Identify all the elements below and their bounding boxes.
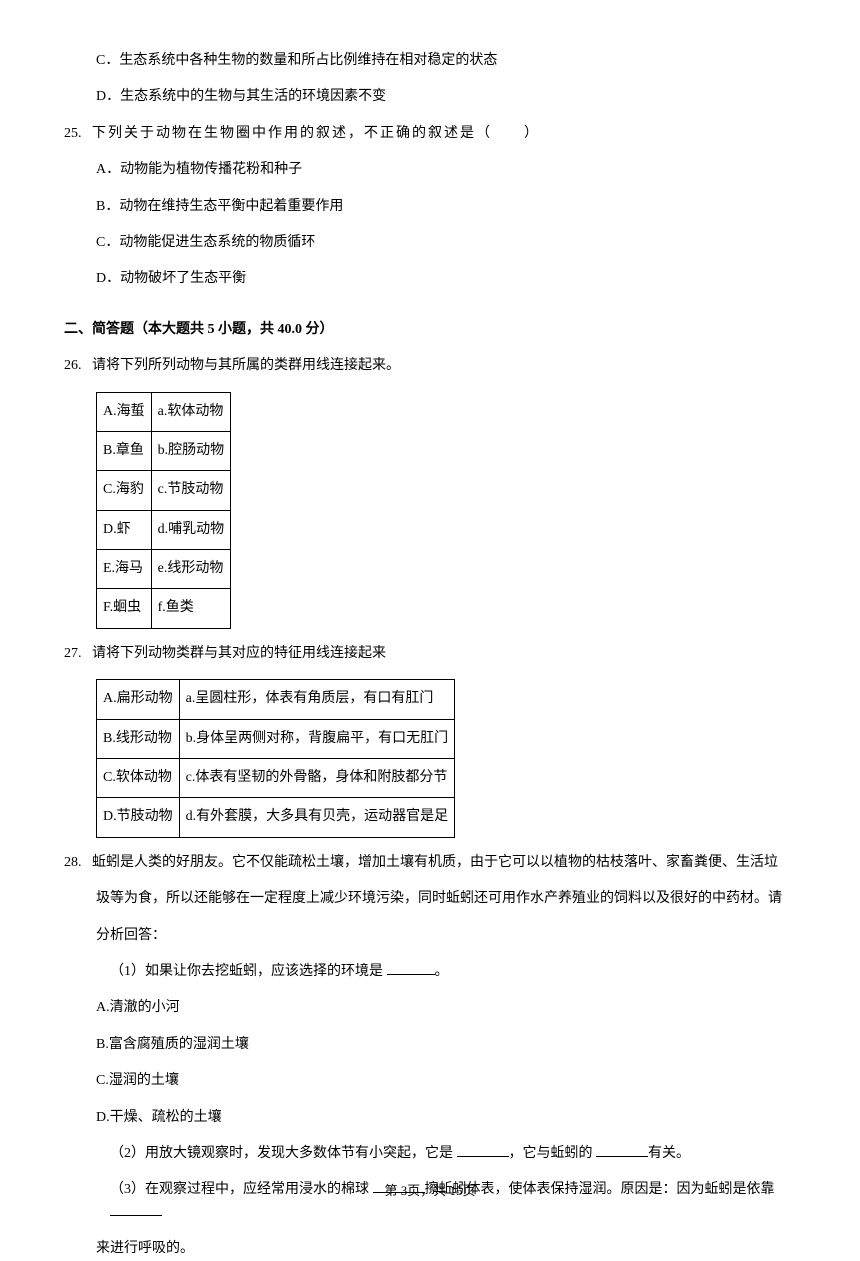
q28-stem-line2: 圾等为食，所以还能够在一定程度上减少环境污染，同时蚯蚓还可用作水产养殖业的饲料以… xyxy=(96,888,820,910)
table-cell: D.虾 xyxy=(97,510,152,549)
table-cell: b.腔肠动物 xyxy=(151,431,231,470)
q28-sub1-prefix: （1）如果让你去挖蚯蚓，应该选择的环境是 xyxy=(110,964,387,979)
q28-sub2-a: （2）用放大镜观察时，发现大多数体节有小突起，它是 xyxy=(110,1146,457,1161)
table-row: D.节肢动物d.有外套膜，大多具有贝壳，运动器官是足 xyxy=(97,798,455,837)
option-letter: D． xyxy=(96,271,120,286)
q28-sub2-b: ，它与蚯蚓的 xyxy=(509,1146,597,1161)
table-cell: C.海豹 xyxy=(97,471,152,510)
option-text: 动物在维持生态平衡中起着重要作用 xyxy=(119,199,343,214)
table-cell: B.线形动物 xyxy=(97,719,180,758)
q27-table: A.扁形动物a.呈圆柱形，体表有角质层，有口有肛门 B.线形动物b.身体呈两侧对… xyxy=(96,679,455,838)
q26-stem: 26.请将下列所列动物与其所属的类群用线连接起来。 xyxy=(64,355,820,377)
table-row: F.蛔虫f.鱼类 xyxy=(97,589,231,628)
q28-sub1-option-b: B.富含腐殖质的湿润土壤 xyxy=(96,1034,820,1056)
table-cell: d.有外套膜，大多具有贝壳，运动器官是足 xyxy=(179,798,455,837)
q24-option-c: C．生态系统中各种生物的数量和所占比例维持在相对稳定的状态 xyxy=(96,50,820,72)
q25-option-b: B．动物在维持生态平衡中起着重要作用 xyxy=(96,196,820,218)
q26-table: A.海蜇a.软体动物 B.章鱼b.腔肠动物 C.海豹c.节肢动物 D.虾d.哺乳… xyxy=(96,392,231,629)
q28-stem-line1: 28.蚯蚓是人类的好朋友。它不仅能疏松土壤，增加土壤有机质，由于它可以以植物的枯… xyxy=(64,852,820,874)
option-text: 生态系统中各种生物的数量和所占比例维持在相对稳定的状态 xyxy=(119,53,497,68)
table-row: B.线形动物b.身体呈两侧对称，背腹扁平，有口无肛门 xyxy=(97,719,455,758)
page-footer: 第 3页，共 15页 xyxy=(0,1181,860,1202)
table-cell: b.身体呈两侧对称，背腹扁平，有口无肛门 xyxy=(179,719,455,758)
q28-stem-text-1: 蚯蚓是人类的好朋友。它不仅能疏松土壤，增加土壤有机质，由于它可以以植物的枯枝落叶… xyxy=(92,855,778,870)
table-cell: E.海马 xyxy=(97,550,152,589)
table-cell: D.节肢动物 xyxy=(97,798,180,837)
q24-option-d: D．生态系统中的生物与其生活的环境因素不变 xyxy=(96,86,820,108)
table-cell: f.鱼类 xyxy=(151,589,231,628)
table-row: C.软体动物c.体表有坚韧的外骨骼，身体和附肢都分节 xyxy=(97,759,455,798)
table-row: D.虾d.哺乳动物 xyxy=(97,510,231,549)
table-cell: A.海蜇 xyxy=(97,392,152,431)
q28-sub2: （2）用放大镜观察时，发现大多数体节有小突起，它是 ，它与蚯蚓的 有关。 xyxy=(110,1143,820,1165)
question-stem-text: 请将下列动物类群与其对应的特征用线连接起来 xyxy=(92,646,386,661)
table-cell: F.蛔虫 xyxy=(97,589,152,628)
q24-options-continued: C．生态系统中各种生物的数量和所占比例维持在相对稳定的状态 D．生态系统中的生物… xyxy=(96,50,820,109)
question-number: 27. xyxy=(64,643,92,665)
table-cell: A.扁形动物 xyxy=(97,680,180,719)
section-2-header: 二、简答题（本大题共 5 小题，共 40.0 分） xyxy=(64,319,820,341)
q28-sub2-c: 有关。 xyxy=(648,1146,690,1161)
fill-blank[interactable] xyxy=(387,961,435,975)
option-letter: C． xyxy=(96,235,119,250)
fill-blank[interactable] xyxy=(110,1202,162,1216)
table-cell: e.线形动物 xyxy=(151,550,231,589)
fill-blank[interactable] xyxy=(596,1143,648,1157)
table-row: B.章鱼b.腔肠动物 xyxy=(97,431,231,470)
q25-options: A．动物能为植物传播花粉和种子 B．动物在维持生态平衡中起着重要作用 C．动物能… xyxy=(96,159,820,291)
question-stem-text: 下列关于动物在生物圈中作用的叙述，不正确的叙述是（ ） xyxy=(92,126,540,141)
question-number: 28. xyxy=(64,852,92,874)
question-number: 25. xyxy=(64,123,92,145)
option-text: 生态系统中的生物与其生活的环境因素不变 xyxy=(120,89,386,104)
q28-body: 圾等为食，所以还能够在一定程度上减少环境污染，同时蚯蚓还可用作水产养殖业的饲料以… xyxy=(96,888,820,1260)
q28-sub1: （1）如果让你去挖蚯蚓，应该选择的环境是 。 xyxy=(110,961,820,983)
q27-stem: 27.请将下列动物类群与其对应的特征用线连接起来 xyxy=(64,643,820,665)
question-stem-text: 请将下列所列动物与其所属的类群用线连接起来。 xyxy=(92,358,400,373)
q28-sub1-option-c: C.湿润的土壤 xyxy=(96,1070,820,1092)
q28-stem-line3: 分析回答： xyxy=(96,925,820,947)
table-cell: a.呈圆柱形，体表有角质层，有口有肛门 xyxy=(179,680,455,719)
section-2-label: 二、简答题（本大题共 5 小题，共 40.0 分） xyxy=(64,322,334,337)
q28-sub1-option-d: D.干燥、疏松的土壤 xyxy=(96,1107,820,1129)
q25-stem: 25.下列关于动物在生物圈中作用的叙述，不正确的叙述是（ ） xyxy=(64,123,820,145)
option-letter: B． xyxy=(96,199,119,214)
q25-option-d: D．动物破坏了生态平衡 xyxy=(96,268,820,290)
q25-option-c: C．动物能促进生态系统的物质循环 xyxy=(96,232,820,254)
option-letter: D． xyxy=(96,89,120,104)
option-letter: A． xyxy=(96,162,120,177)
table-cell: c.节肢动物 xyxy=(151,471,231,510)
table-cell: C.软体动物 xyxy=(97,759,180,798)
option-letter: C． xyxy=(96,53,119,68)
table-row: A.扁形动物a.呈圆柱形，体表有角质层，有口有肛门 xyxy=(97,680,455,719)
q25-option-a: A．动物能为植物传播花粉和种子 xyxy=(96,159,820,181)
option-text: 动物能促进生态系统的物质循环 xyxy=(119,235,315,250)
table-row: C.海豹c.节肢动物 xyxy=(97,471,231,510)
q28-sub1-option-a: A.清澈的小河 xyxy=(96,997,820,1019)
table-cell: a.软体动物 xyxy=(151,392,231,431)
question-number: 26. xyxy=(64,355,92,377)
table-cell: d.哺乳动物 xyxy=(151,510,231,549)
fill-blank[interactable] xyxy=(457,1143,509,1157)
q28-sub3-line2: 来进行呼吸的。 xyxy=(96,1238,820,1260)
table-row: A.海蜇a.软体动物 xyxy=(97,392,231,431)
option-text: 动物能为植物传播花粉和种子 xyxy=(120,162,302,177)
q28-sub1-suffix: 。 xyxy=(435,964,449,979)
table-row: E.海马e.线形动物 xyxy=(97,550,231,589)
option-text: 动物破坏了生态平衡 xyxy=(120,271,246,286)
table-cell: B.章鱼 xyxy=(97,431,152,470)
table-cell: c.体表有坚韧的外骨骼，身体和附肢都分节 xyxy=(179,759,455,798)
page-number: 第 3页，共 15页 xyxy=(384,1183,475,1198)
